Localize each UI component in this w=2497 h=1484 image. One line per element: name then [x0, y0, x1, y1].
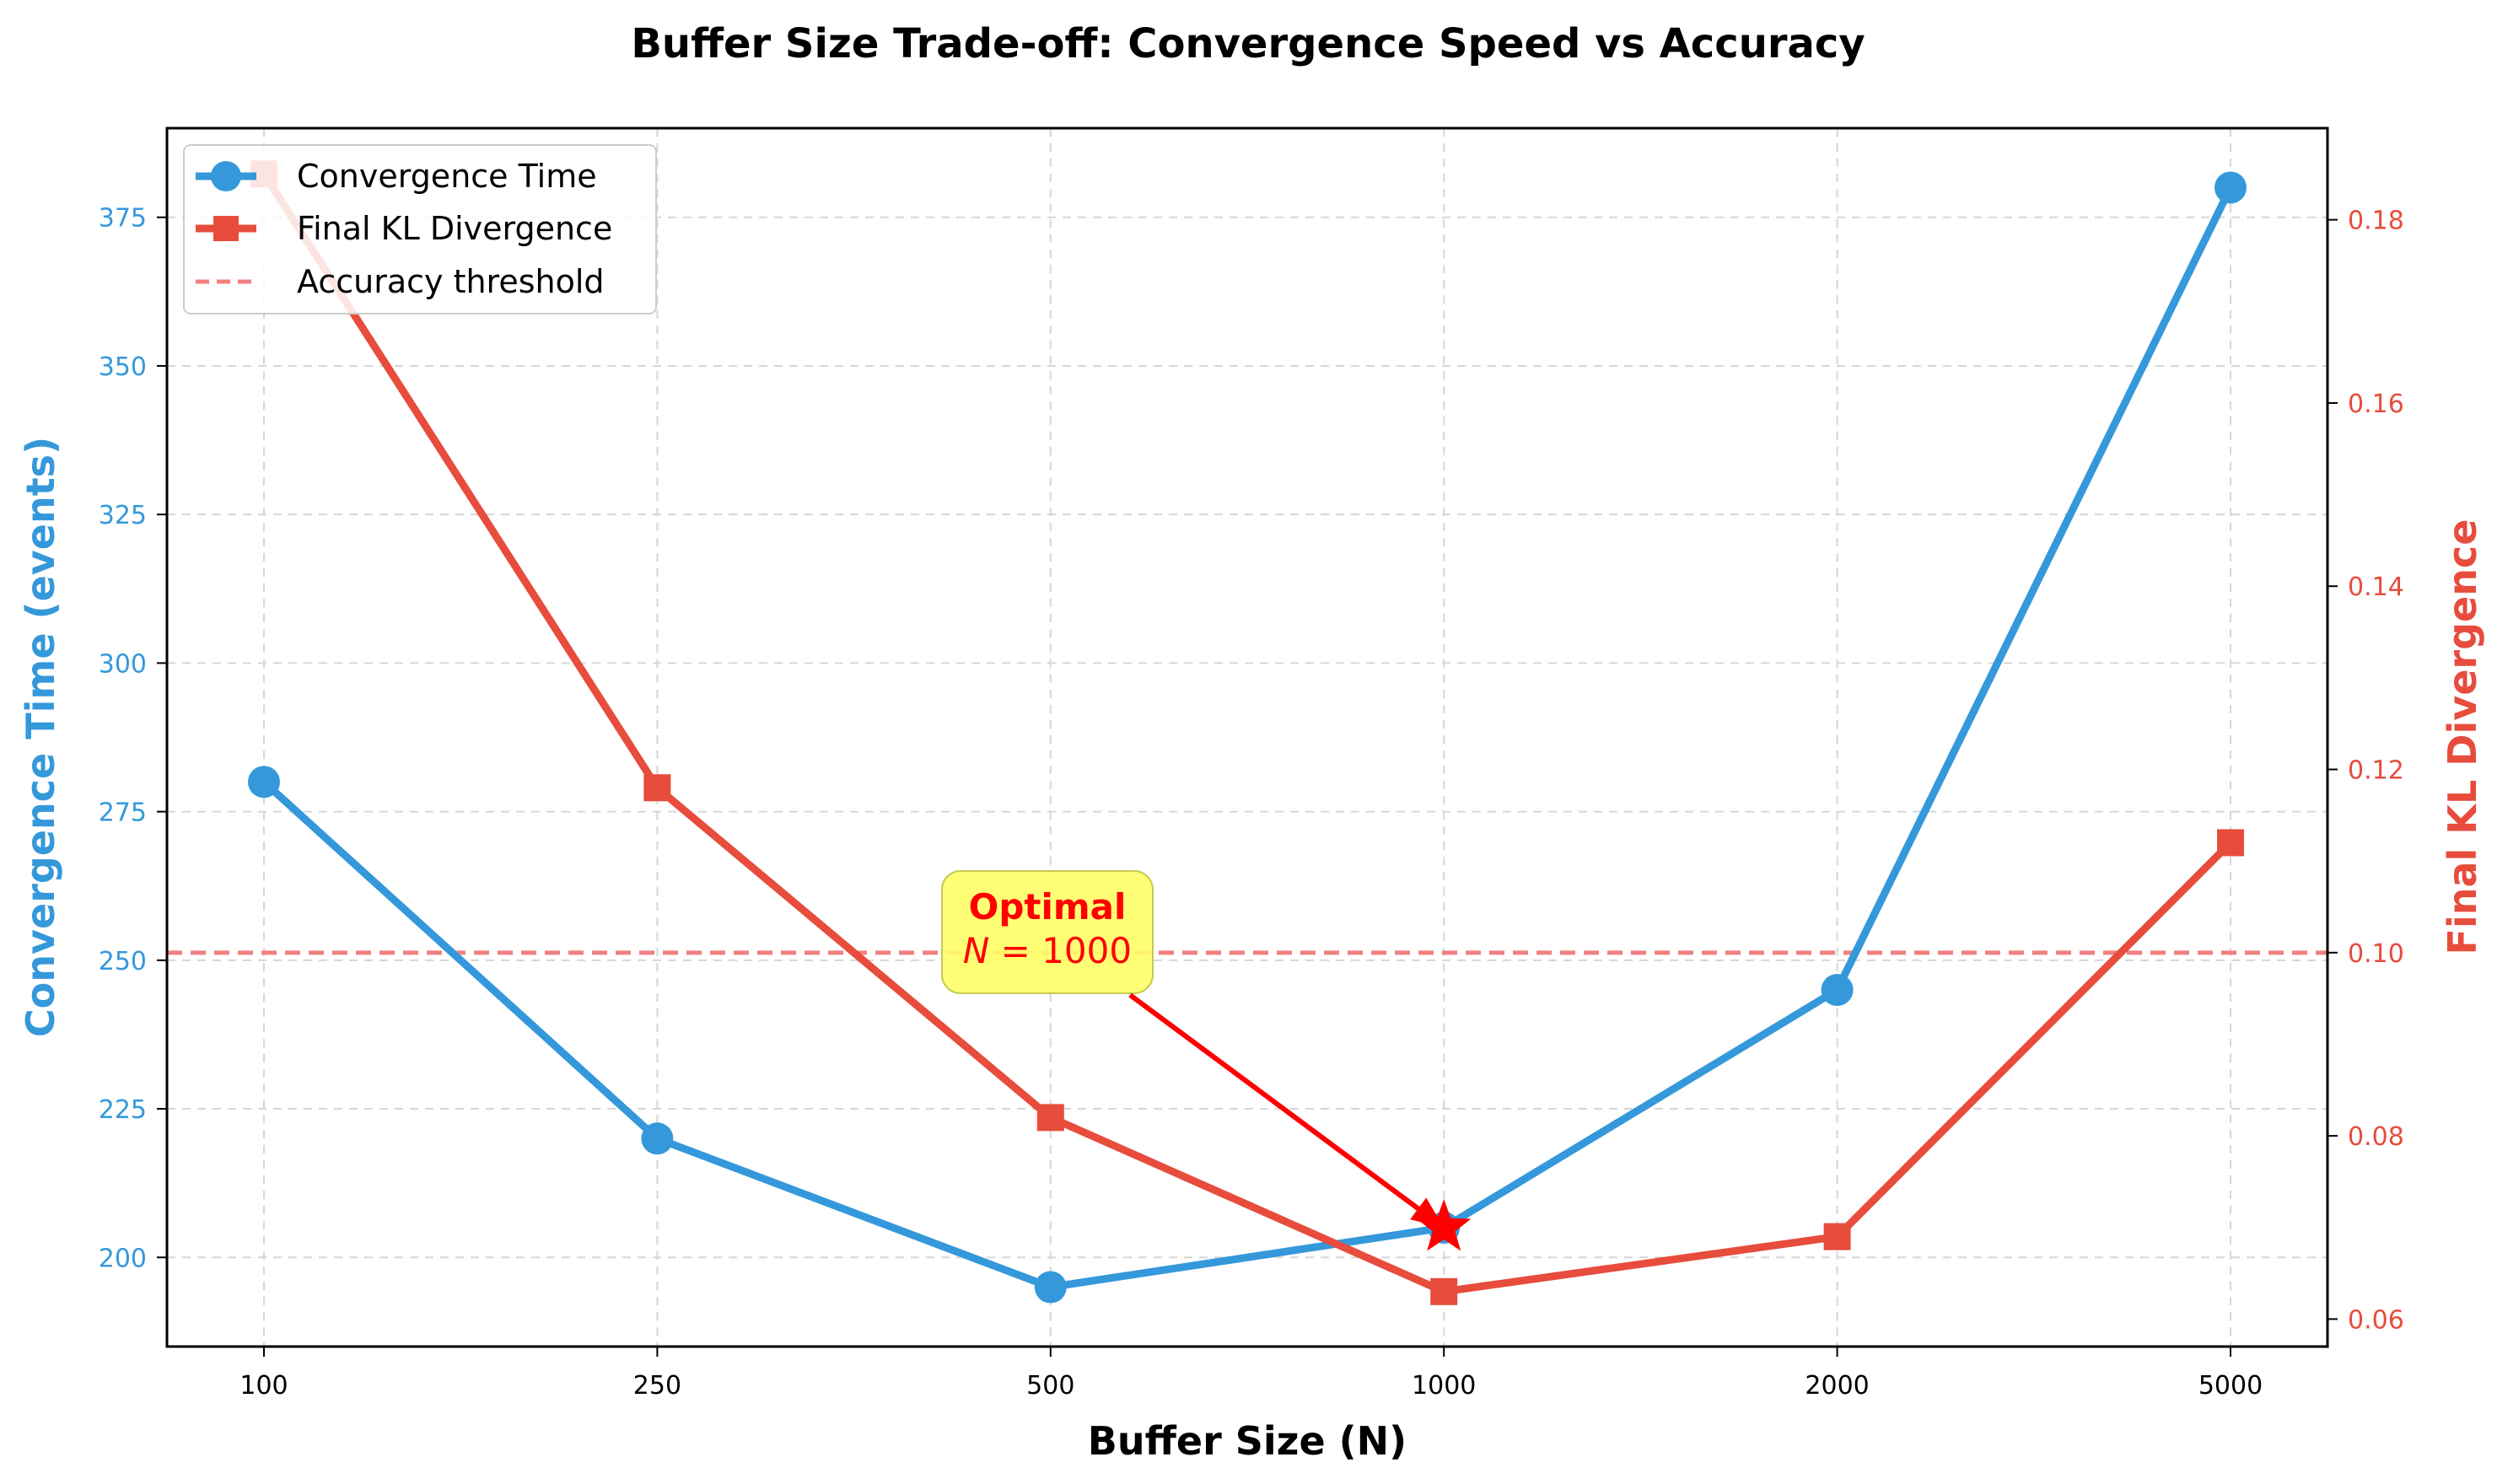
- axes-layer: 100 250 500 1000 2000 5000 200 225 250 275 300 325 3…: [99, 126, 2404, 1401]
- convergence-time-line: [261, 186, 2235, 1292]
- x-tick-label: 250: [633, 1371, 681, 1401]
- y-left-tick-label: 200: [99, 1244, 147, 1273]
- kl-divergence-point: [1430, 1277, 1458, 1305]
- y-right-tick-label: 0.10: [2348, 939, 2404, 969]
- x-tick-label: 2000: [1805, 1371, 1869, 1401]
- y-right-tick-label: 0.18: [2348, 207, 2404, 236]
- y-left-tick-label: 325: [99, 501, 147, 530]
- legend-marker-kl: [213, 216, 239, 241]
- convergence-time-point: [2214, 171, 2247, 204]
- annotation-symbol: N: [963, 930, 989, 971]
- series-layer: [248, 160, 2247, 1305]
- legend-label-convergence: Convergence Time: [297, 158, 597, 195]
- convergence-time-point: [1821, 974, 1854, 1007]
- y-left-tick-label: 275: [99, 798, 147, 828]
- convergence-time-point: [248, 766, 280, 798]
- kl-divergence-point: [1823, 1223, 1851, 1250]
- legend-layer: Convergence Time Final KL Divergence Accur…: [183, 144, 657, 315]
- y-axis-right-title: Final KL Divergence: [2440, 519, 2485, 955]
- y-right-tick-label: 0.16: [2348, 390, 2404, 419]
- plot-frame: [165, 126, 2329, 1348]
- y-left-tick-label: 225: [99, 1095, 147, 1125]
- y-left-tick-label: 375: [99, 204, 147, 234]
- kl-divergence-point: [1036, 1104, 1064, 1132]
- y-axis-left-title: Convergence Time (events): [18, 437, 63, 1037]
- optimal-star-marker: [1416, 1199, 1472, 1251]
- annotation-value: N = 1000: [963, 930, 1132, 971]
- convergence-time-point: [641, 1122, 674, 1155]
- y-right-tick-label: 0.12: [2348, 756, 2404, 786]
- kl-divergence-line: [261, 171, 2234, 1296]
- legend-label-threshold: Accuracy threshold: [297, 263, 605, 300]
- y-left-tick-label: 250: [99, 947, 147, 976]
- x-axis-title: Buffer Size (N): [1088, 1418, 1407, 1464]
- kl-divergence-point: [2217, 829, 2244, 857]
- y-left-tick-label: 300: [99, 649, 147, 679]
- kl-divergence-point: [643, 774, 671, 802]
- y-right-tick-label: 0.06: [2348, 1305, 2404, 1335]
- convergence-time-point: [1034, 1271, 1067, 1304]
- x-tick-label: 1000: [1412, 1371, 1476, 1401]
- legend-label-kl: Final KL Divergence: [297, 210, 612, 247]
- annotation-equals: = 1000: [989, 930, 1132, 971]
- y-right-tick-label: 0.08: [2348, 1122, 2404, 1152]
- y-right-tick-label: 0.14: [2348, 573, 2404, 602]
- legend-box: [183, 144, 657, 315]
- x-tick-label: 5000: [2198, 1371, 2263, 1401]
- x-tick-label: 100: [239, 1371, 288, 1401]
- annotation-box: [941, 870, 1154, 994]
- y-left-tick-label: 350: [99, 352, 147, 382]
- annotation-label: Optimal: [969, 886, 1127, 928]
- annotation-arrow: [1128, 992, 1427, 1216]
- legend-marker-convergence: [211, 161, 241, 191]
- chart-title: Buffer Size Trade-off: Convergence Speed…: [631, 20, 1865, 67]
- x-tick-label: 500: [1026, 1371, 1074, 1401]
